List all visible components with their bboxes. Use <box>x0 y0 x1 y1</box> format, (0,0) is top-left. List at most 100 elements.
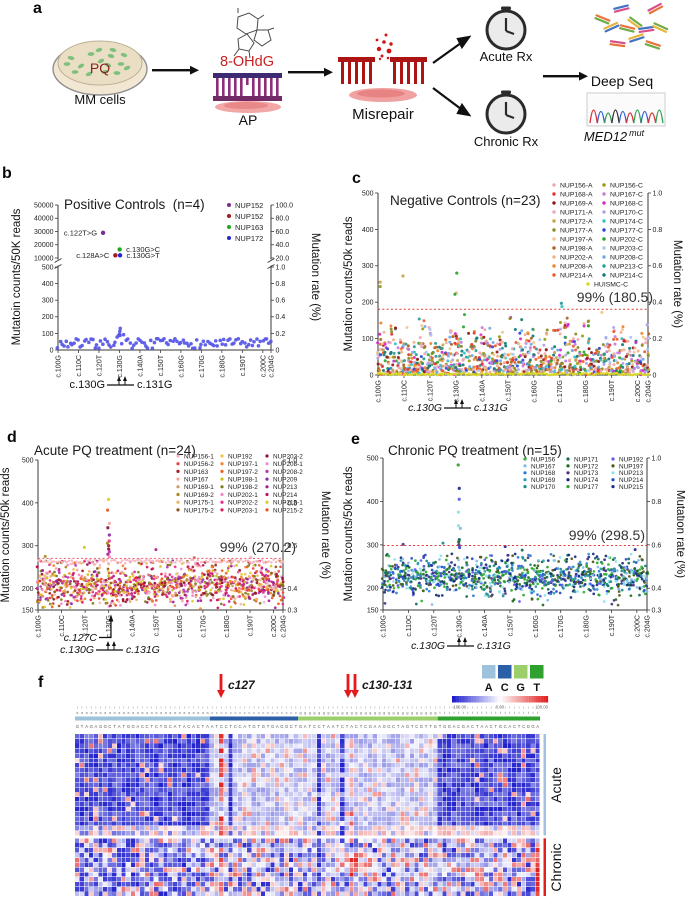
svg-text:A: A <box>536 724 539 729</box>
svg-text:Mutation counts/50k reads: Mutation counts/50k reads <box>343 216 355 351</box>
svg-text:c.140A: c.140A <box>130 615 137 637</box>
svg-text:c.110C: c.110C <box>401 380 408 402</box>
svg-text:c.130G: c.130G <box>457 615 464 638</box>
svg-text:c.130G>C: c.130G>C <box>126 245 161 254</box>
panel-d-points <box>35 497 286 610</box>
svg-text:C: C <box>141 724 144 729</box>
svg-text:c.150T: c.150T <box>505 379 512 401</box>
svg-text:a: a <box>151 711 154 715</box>
svg-text:a: a <box>104 711 107 715</box>
svg-text:0: 0 <box>370 372 374 379</box>
svg-text:g: g <box>309 711 311 715</box>
svg-text:g: g <box>388 711 390 715</box>
svg-text:t: t <box>472 711 474 715</box>
svg-text:T: T <box>123 724 126 729</box>
svg-text:c: c <box>216 711 218 715</box>
svg-text:NUP170: NUP170 <box>531 484 556 491</box>
svg-text:1.0: 1.0 <box>288 457 298 464</box>
svg-text:0: 0 <box>653 372 657 379</box>
svg-text:T: T <box>533 682 540 694</box>
svg-text:g: g <box>351 711 353 715</box>
chronic-group-bar <box>543 838 546 897</box>
svg-text:c.110C: c.110C <box>59 615 66 637</box>
svg-text:A: A <box>118 724 121 729</box>
panel-d-legend: NUP156-1NUP156-2NUP163NUP167NUP169-1NUP1… <box>176 453 303 514</box>
svg-text:A: A <box>374 724 377 729</box>
svg-text:c.100G: c.100G <box>376 380 383 403</box>
svg-text:c.120T: c.120T <box>431 614 438 636</box>
svg-text:c.160G: c.160G <box>178 355 185 378</box>
svg-text:0.4: 0.4 <box>288 586 298 593</box>
svg-text:Positive Controls (n=4): Positive Controls (n=4) <box>64 197 205 212</box>
arrow-icon <box>152 65 199 75</box>
svg-text:NUP163: NUP163 <box>184 469 209 476</box>
svg-text:c.170G: c.170G <box>199 355 206 378</box>
svg-text:C: C <box>513 724 516 729</box>
svg-text:c.170G: c.170G <box>558 615 565 638</box>
svg-text:400: 400 <box>367 499 379 506</box>
svg-text:g: g <box>434 711 436 715</box>
svg-text:G: G <box>434 724 437 729</box>
svg-text:G: G <box>369 724 372 729</box>
svg-text:a: a <box>118 711 121 715</box>
svg-text:Mutation rate (%): Mutation rate (%) <box>309 233 321 321</box>
svg-text:100: 100 <box>42 331 54 338</box>
svg-text:80.0: 80.0 <box>276 216 290 223</box>
c130-131-annotation: c130-131 <box>362 678 413 692</box>
svg-text:NUP214: NUP214 <box>273 492 298 499</box>
svg-text:NUP198-2: NUP198-2 <box>228 484 258 491</box>
svg-text:NUP215: NUP215 <box>619 484 644 491</box>
svg-text:NUP168-A: NUP168-A <box>560 192 593 199</box>
svg-text:a: a <box>123 711 126 715</box>
arrow-icon <box>543 71 588 81</box>
svg-text:500: 500 <box>367 455 379 462</box>
svg-text:t: t <box>528 711 530 715</box>
svg-text:c.160G: c.160G <box>177 615 184 638</box>
svg-text:NUP203-1: NUP203-1 <box>228 507 258 514</box>
panel-e-legend: NUP156NUP167NUP168NUP169NUP170NUP171NUP1… <box>523 456 644 491</box>
svg-text:a: a <box>141 711 144 715</box>
svg-text:a: a <box>137 711 140 715</box>
svg-text:A: A <box>183 724 186 729</box>
svg-text:NUP215-1: NUP215-1 <box>273 500 303 507</box>
svg-text:0.3: 0.3 <box>652 607 662 614</box>
svg-text:C: C <box>197 724 200 729</box>
svg-text:C: C <box>220 724 223 729</box>
svg-text:c: c <box>253 711 255 715</box>
panel-b-points <box>55 326 273 351</box>
svg-text:c.180G: c.180G <box>584 615 591 638</box>
svg-text:a: a <box>202 711 205 715</box>
svg-text:G: G <box>104 724 107 729</box>
svg-text:NUP202-C: NUP202-C <box>610 237 643 244</box>
arrow-icon <box>288 67 333 77</box>
svg-text:C: C <box>522 724 525 729</box>
svg-text:NUP202-1: NUP202-1 <box>228 492 258 499</box>
svg-text:c.190T: c.190T <box>609 614 616 636</box>
svg-text:G: G <box>406 724 409 729</box>
ohdg-label: 8-OHdG <box>220 54 274 70</box>
svg-text:g: g <box>304 711 306 715</box>
svg-text:50000: 50000 <box>34 202 54 209</box>
svg-text:c.200C: c.200C <box>271 615 278 637</box>
svg-text:C: C <box>501 682 509 694</box>
ap-label: AP <box>239 112 258 128</box>
svg-text:400: 400 <box>362 227 374 234</box>
svg-text:a: a <box>165 711 168 715</box>
svg-text:1.0: 1.0 <box>653 190 663 197</box>
svg-text:A: A <box>453 724 456 729</box>
svg-text:c.150T: c.150T <box>158 354 165 376</box>
svg-text:g: g <box>299 711 301 715</box>
svg-text:c.130G: c.130G <box>70 379 105 391</box>
svg-text:T: T <box>518 724 521 729</box>
svg-text:g: g <box>425 711 427 715</box>
svg-text:Mutatoin counts/50K reads: Mutatoin counts/50K reads <box>11 208 23 345</box>
svg-text:0.2: 0.2 <box>653 336 663 343</box>
svg-text:NUP213: NUP213 <box>273 484 298 491</box>
svg-text:c.122T>G: c.122T>G <box>64 228 97 237</box>
svg-text:a: a <box>193 711 196 715</box>
svg-text:c.160G: c.160G <box>531 380 538 403</box>
svg-text:NUP192: NUP192 <box>228 453 253 460</box>
svg-text:t: t <box>495 711 497 715</box>
svg-text:T: T <box>216 724 219 729</box>
svg-text:c.204G: c.204G <box>646 380 653 403</box>
